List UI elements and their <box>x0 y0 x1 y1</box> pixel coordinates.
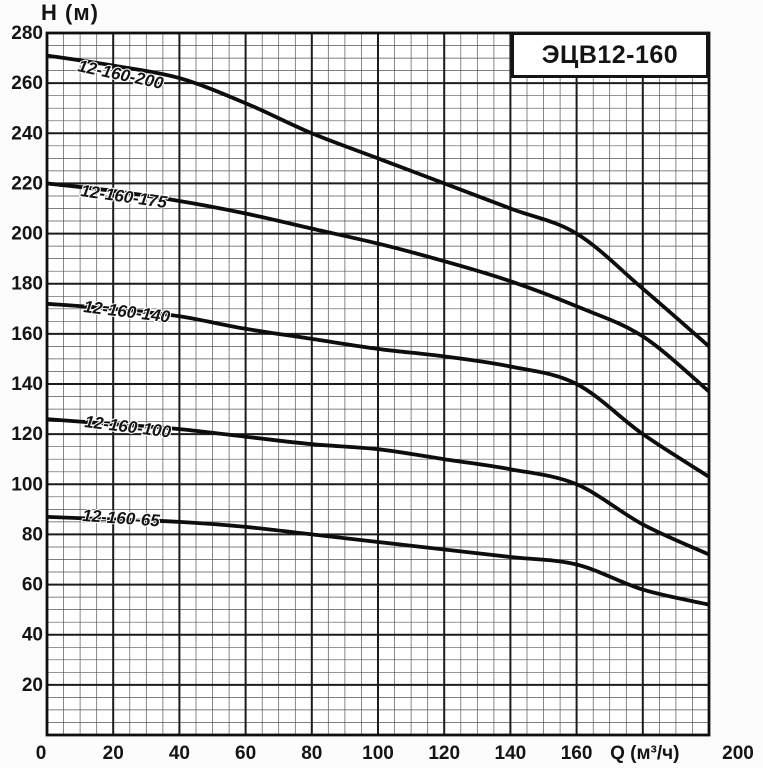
plot-border <box>45 31 711 737</box>
x-axis-title: Q (м³/ч) <box>610 743 679 764</box>
y-tick-label-140: 140 <box>11 374 43 395</box>
y-tick-label-180: 180 <box>11 274 43 295</box>
x-tick-label-200: 200 <box>722 743 754 764</box>
y-tick-label-120: 120 <box>11 424 43 445</box>
y-tick-label-40: 40 <box>22 625 43 646</box>
y-tick-label-100: 100 <box>11 474 43 495</box>
y-tick-label-80: 80 <box>22 524 43 545</box>
x-tick-label-160: 160 <box>561 743 593 764</box>
y-tick-label-60: 60 <box>22 575 43 596</box>
curve-12-160-140 <box>47 301 709 479</box>
y-tick-label-20: 20 <box>22 675 43 696</box>
x-tick-label-60: 60 <box>235 743 256 764</box>
y-tick-label-200: 200 <box>11 224 43 245</box>
y-tick-label-280: 280 <box>11 23 43 44</box>
curve-12-160-200 <box>47 53 709 349</box>
x-tick-label-140: 140 <box>495 743 527 764</box>
x-tick-label-40: 40 <box>169 743 190 764</box>
x-tick-label-100: 100 <box>362 743 394 764</box>
y-tick-label-220: 220 <box>11 173 43 194</box>
curve-12-160-65 <box>47 515 709 607</box>
x-tick-label-0: 0 <box>36 743 47 764</box>
y-tick-label-160: 160 <box>11 324 43 345</box>
curves-group <box>47 53 709 607</box>
x-tick-label-120: 120 <box>428 743 460 764</box>
y-tick-label-240: 240 <box>11 123 43 144</box>
x-tick-label-80: 80 <box>301 743 322 764</box>
y-axis-title: Н (м) <box>41 0 99 25</box>
curve-12-160-100 <box>47 417 709 557</box>
chart-title-box: ЭЦВ12-160 <box>511 32 709 78</box>
chart-title: ЭЦВ12-160 <box>541 40 679 69</box>
x-tick-label-20: 20 <box>103 743 124 764</box>
curve-12-160-175 <box>47 181 709 394</box>
y-tick-label-260: 260 <box>11 73 43 94</box>
